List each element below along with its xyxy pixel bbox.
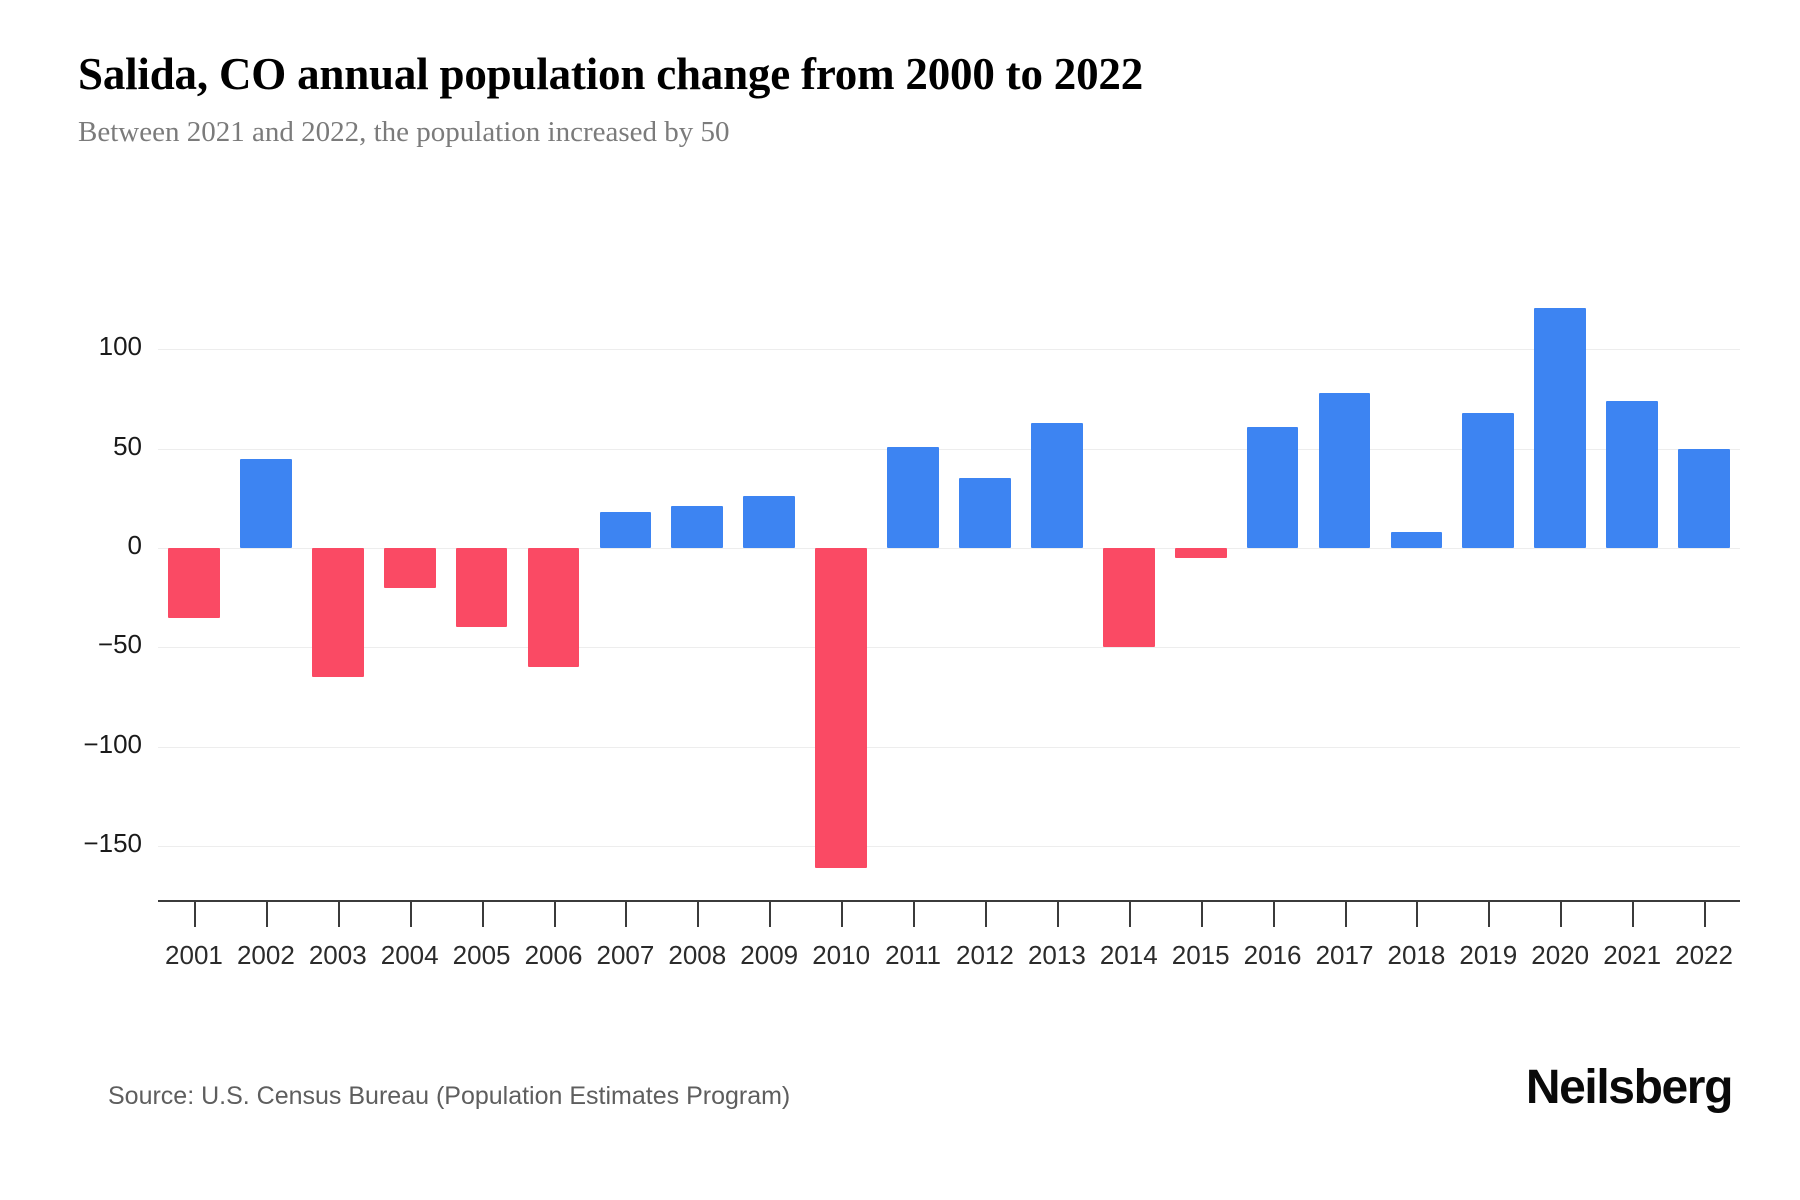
x-axis-tick xyxy=(1128,901,1131,927)
x-axis-tick xyxy=(1200,901,1203,927)
x-axis-tick xyxy=(1488,901,1491,927)
x-axis-tick xyxy=(1344,901,1347,927)
x-axis-tick xyxy=(769,901,772,927)
bar-2003[interactable] xyxy=(311,548,364,678)
gridline xyxy=(158,349,1740,351)
y-axis-tick-label: −50 xyxy=(97,629,142,660)
bar-2006[interactable] xyxy=(527,548,580,668)
y-axis-tick-label: 100 xyxy=(98,331,142,362)
x-axis-tick xyxy=(1560,901,1563,927)
x-axis-tick-label: 2016 xyxy=(1243,940,1302,970)
x-axis-tick xyxy=(984,901,987,927)
x-axis-tick xyxy=(409,901,412,927)
x-axis-tick-label: 2018 xyxy=(1387,940,1446,970)
x-axis-tick xyxy=(841,901,844,927)
x-axis-tick xyxy=(337,901,340,927)
x-axis-tick-label: 2011 xyxy=(885,940,941,970)
bar-2013[interactable] xyxy=(1030,422,1083,548)
x-axis-tick-label: 2003 xyxy=(308,940,367,970)
x-axis-tick xyxy=(553,901,556,927)
x-axis-tick-label: 2015 xyxy=(1171,940,1230,970)
bar-2010[interactable] xyxy=(815,548,867,868)
x-axis-line xyxy=(158,900,1740,902)
gridline xyxy=(158,548,1740,549)
x-axis-tick-label: 2006 xyxy=(524,940,583,970)
bar-2001[interactable] xyxy=(168,548,220,618)
gridline xyxy=(158,448,1740,450)
bar-2019[interactable] xyxy=(1462,412,1515,548)
page-title: Salida, CO annual population change from… xyxy=(78,49,1144,99)
x-axis-tick-label: 2014 xyxy=(1099,940,1158,970)
bar-2007[interactable] xyxy=(599,512,652,548)
x-axis-tick xyxy=(625,901,628,927)
gridline xyxy=(158,647,1740,649)
bars-group xyxy=(158,0,1740,1200)
x-axis-tick-label: 2009 xyxy=(740,940,799,970)
x-axis-tick-label: 2004 xyxy=(380,940,439,970)
x-axis-tick xyxy=(1056,901,1059,927)
x-axis-tick xyxy=(1704,901,1707,927)
bar-2016[interactable] xyxy=(1246,426,1299,548)
chart-subtitle: Between 2021 and 2022, the population in… xyxy=(78,116,730,149)
x-axis-tick xyxy=(1272,901,1275,927)
gridline xyxy=(158,746,1740,748)
x-axis-tick-label: 2002 xyxy=(236,940,295,970)
bar-2015[interactable] xyxy=(1174,548,1227,558)
y-axis-tick-label: −100 xyxy=(83,728,142,759)
bar-2005[interactable] xyxy=(455,548,508,628)
x-axis-tick xyxy=(265,901,268,927)
bar-2021[interactable] xyxy=(1606,401,1658,548)
x-axis-tick-label: 2019 xyxy=(1459,940,1518,970)
x-axis-tick xyxy=(1632,901,1635,927)
x-axis-tick xyxy=(1416,901,1419,927)
bar-2008[interactable] xyxy=(671,506,724,548)
bar-2017[interactable] xyxy=(1318,393,1371,548)
bar-2018[interactable] xyxy=(1390,532,1443,548)
bar-2009[interactable] xyxy=(743,496,796,548)
x-axis-tick-label: 2017 xyxy=(1315,940,1374,970)
chart-header: Salida, CO annual population change from… xyxy=(78,48,1728,150)
x-axis-tick xyxy=(193,901,196,927)
bar-2020[interactable] xyxy=(1534,307,1587,548)
x-axis-tick xyxy=(481,901,484,927)
x-axis-tick-label: 2008 xyxy=(668,940,727,970)
x-axis-tick-label: 2010 xyxy=(812,940,871,970)
bar-2022[interactable] xyxy=(1678,448,1730,548)
y-axis-tick-label: 0 xyxy=(127,530,142,560)
brand-logo: Neilsberg xyxy=(1525,1061,1734,1114)
x-axis-tick-label: 2020 xyxy=(1531,940,1590,970)
x-axis-tick-label: 2021 xyxy=(1603,940,1662,970)
x-axis-tick-label: 2001 xyxy=(165,940,223,970)
bar-2014[interactable] xyxy=(1102,548,1155,648)
gridline xyxy=(158,845,1740,847)
bar-2004[interactable] xyxy=(383,548,436,588)
bar-2002[interactable] xyxy=(239,458,292,548)
bar-2011[interactable] xyxy=(887,446,939,548)
x-axis-tick xyxy=(697,901,700,927)
x-axis-tick-label: 2012 xyxy=(956,940,1014,970)
x-axis-tick-label: 2022 xyxy=(1675,940,1733,970)
x-axis-tick xyxy=(913,901,916,927)
x-axis-tick-label: 2005 xyxy=(452,940,511,970)
y-axis-tick-label: 50 xyxy=(113,430,142,461)
bar-2012[interactable] xyxy=(959,478,1011,548)
x-axis-tick-label: 2007 xyxy=(596,940,655,970)
y-axis-tick-label: −150 xyxy=(83,827,142,858)
x-axis-tick-label: 2013 xyxy=(1027,940,1086,970)
source-note: Source: U.S. Census Bureau (Population E… xyxy=(108,1082,791,1110)
